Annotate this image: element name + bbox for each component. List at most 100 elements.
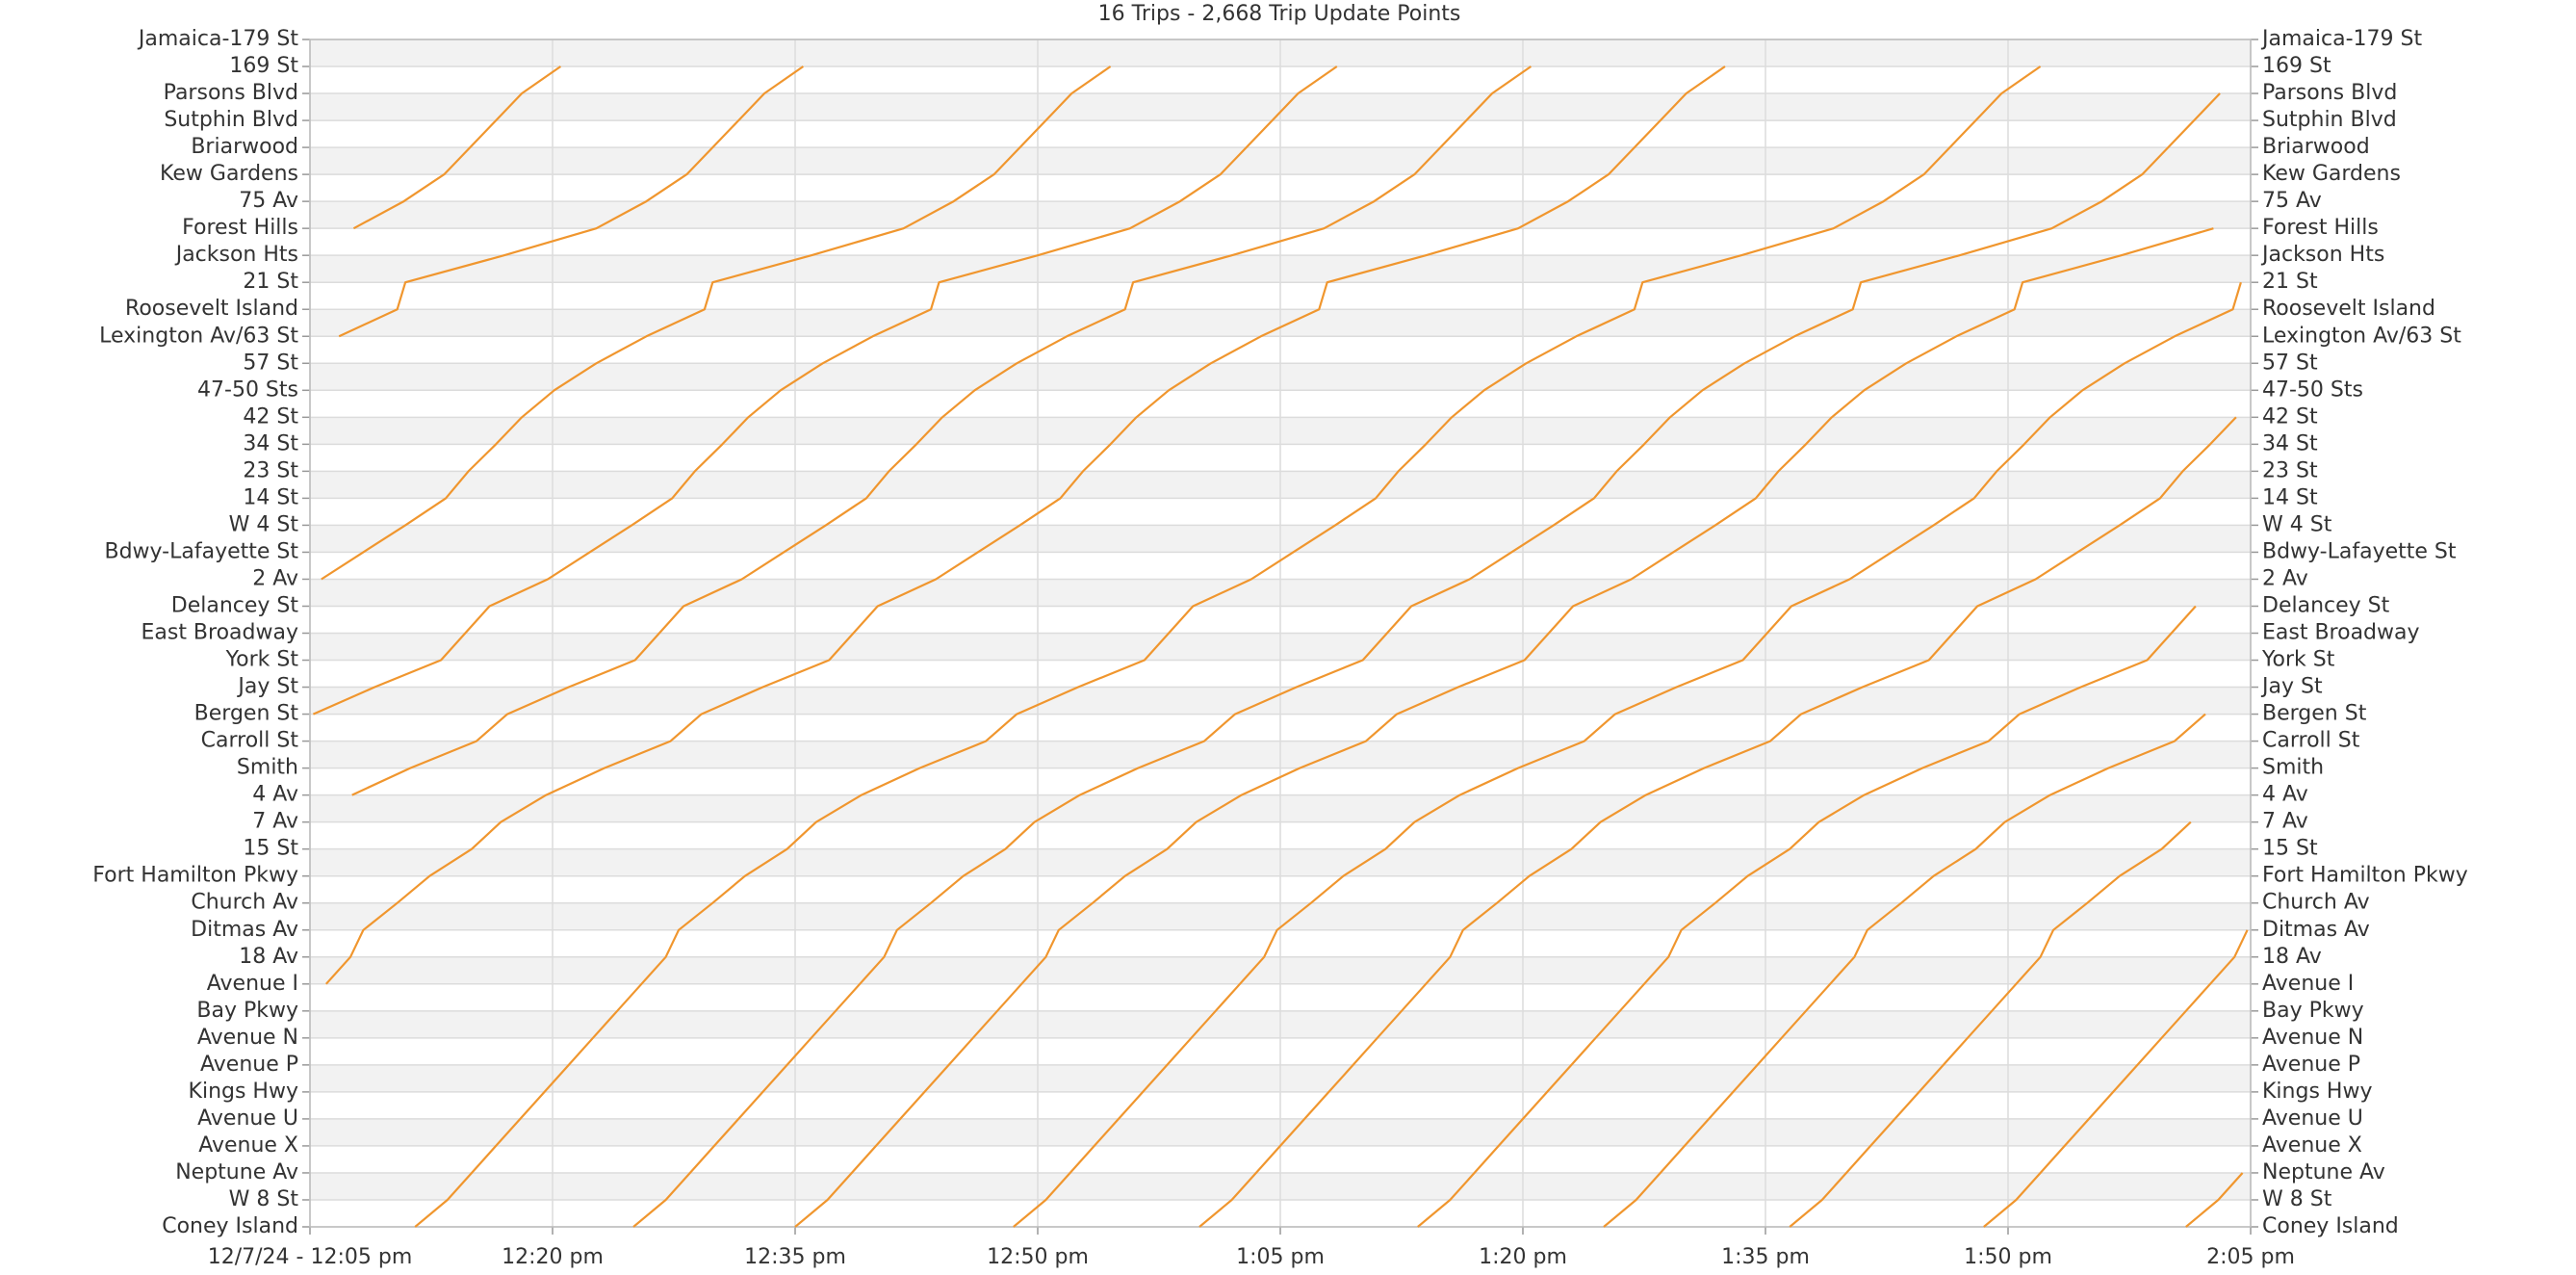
y2-tick-label: Neptune Av	[2262, 1160, 2385, 1184]
trip-line	[1013, 281, 2242, 1228]
plot-frame	[309, 39, 2252, 1228]
y2-tick-label: Avenue X	[2262, 1133, 2362, 1158]
y2-tick-label: Bay Pkwy	[2262, 999, 2364, 1023]
y-tick-label: 34 St	[243, 431, 298, 455]
trip-line	[324, 65, 1726, 985]
y2-tick-label: Briarwood	[2262, 135, 2370, 159]
x-tick-label: 12/7/24 - 12:05 pm	[208, 1245, 413, 1269]
trip-line	[1603, 713, 2206, 1228]
x-tick-label: 1:05 pm	[1236, 1245, 1325, 1269]
y-tick-label: 14 St	[243, 485, 298, 509]
y-tick-label: Bdwy-Lafayette St	[104, 539, 298, 563]
y2-tick-label: 18 Av	[2262, 945, 2322, 969]
y2-tick-label: Lexington Av/63 St	[2262, 324, 2461, 348]
y-tick-label: 23 St	[243, 458, 298, 482]
y2-tick-label: 21 St	[2262, 270, 2318, 294]
y-tick-label: Delancey St	[171, 593, 299, 617]
trip-line	[1789, 820, 2192, 1228]
y2-tick-label: Smith	[2262, 756, 2324, 780]
x-tick-label: 1:35 pm	[1721, 1245, 1810, 1269]
y-tick-label: Avenue P	[200, 1053, 298, 1077]
trip-line	[352, 65, 562, 230]
y2-tick-label: 15 St	[2262, 837, 2318, 861]
y-tick-label: 47-50 Sts	[197, 377, 298, 402]
y-tick-label: Ditmas Av	[191, 918, 298, 942]
y-tick-label: Coney Island	[162, 1214, 298, 1238]
y2-tick-label: 14 St	[2262, 485, 2318, 509]
y2-tick-label: 23 St	[2262, 458, 2318, 482]
trip-line	[1983, 929, 2249, 1228]
y2-tick-label: Jay St	[2260, 675, 2323, 699]
y2-tick-label: Bergen St	[2262, 702, 2367, 726]
y-tick-label: Lexington Av/63 St	[99, 324, 298, 348]
trip-line	[1417, 605, 2197, 1228]
y-tick-label: Avenue U	[197, 1106, 298, 1131]
y2-tick-label: Ditmas Av	[2262, 918, 2370, 942]
y-tick-label: Jay St	[236, 675, 298, 699]
y-tick-label: Avenue N	[197, 1026, 298, 1050]
y2-tick-label: Kew Gardens	[2262, 162, 2401, 186]
y-tick-label: Bay Pkwy	[196, 999, 298, 1023]
y-tick-label: Sutphin Blvd	[164, 108, 298, 132]
y2-tick-label: Avenue U	[2262, 1106, 2363, 1131]
y2-tick-label: Roosevelt Island	[2262, 297, 2435, 321]
y-tick-label: 42 St	[243, 404, 298, 429]
y2-tick-label: Avenue P	[2262, 1053, 2360, 1077]
y-tick-label: Church Av	[191, 891, 298, 915]
y-tick-label: Carroll St	[201, 729, 299, 753]
y-tick-label: W 8 St	[229, 1187, 299, 1211]
y-tick-label: Parsons Blvd	[164, 81, 298, 105]
y-tick-label: Avenue X	[198, 1133, 298, 1158]
y2-tick-label: Avenue N	[2262, 1026, 2363, 1050]
y2-tick-label: Jackson Hts	[2260, 243, 2384, 267]
y2-tick-label: 57 St	[2262, 351, 2318, 375]
y-tick-label: Briarwood	[191, 135, 298, 159]
trip-line	[312, 65, 1338, 716]
trip-line	[1198, 416, 2237, 1228]
trip-line	[321, 65, 1112, 581]
y2-tick-label: 4 Av	[2262, 783, 2308, 807]
y2-tick-label: 7 Av	[2262, 810, 2308, 834]
y-tick-label: Jamaica-179 St	[137, 27, 298, 51]
y-tick-label: 169 St	[229, 54, 298, 78]
y2-tick-label: Parsons Blvd	[2262, 81, 2397, 105]
y-tick-label: Kew Gardens	[160, 162, 298, 186]
trip-line	[632, 92, 2221, 1228]
trip-line	[414, 65, 2042, 1228]
x-tick-label: 2:05 pm	[2206, 1245, 2295, 1269]
y-tick-label: 4 Av	[252, 783, 298, 807]
y2-tick-label: Delancey St	[2262, 593, 2390, 617]
y2-tick-label: East Broadway	[2262, 621, 2420, 645]
y-tick-label: Bergen St	[194, 702, 299, 726]
x-tick-label: 1:20 pm	[1479, 1245, 1567, 1269]
y2-tick-label: 75 Av	[2262, 189, 2322, 213]
y2-tick-label: 34 St	[2262, 431, 2318, 455]
y-tick-label: Kings Hwy	[189, 1080, 298, 1104]
x-tick-label: 12:35 pm	[744, 1245, 846, 1269]
y-tick-label: Jackson Hts	[174, 243, 298, 267]
y2-tick-label: Carroll St	[2262, 729, 2360, 753]
y-tick-label: Fort Hamilton Pkwy	[92, 864, 298, 888]
y-tick-label: Avenue I	[207, 972, 298, 996]
chart-title: 16 Trips - 2,668 Trip Update Points	[1098, 2, 1461, 26]
y-tick-label: 57 St	[243, 351, 298, 375]
trip-line	[794, 227, 2214, 1228]
y2-tick-label: York St	[2261, 648, 2335, 672]
y2-tick-label: W 4 St	[2262, 512, 2332, 536]
y2-tick-label: 47-50 Sts	[2262, 377, 2363, 402]
y-tick-label: Smith	[237, 756, 298, 780]
trip-line	[351, 65, 1533, 796]
y-tick-label: W 4 St	[229, 512, 299, 536]
y-tick-label: 7 Av	[252, 810, 298, 834]
y2-tick-label: Kings Hwy	[2262, 1080, 2372, 1104]
trip-line	[2185, 1172, 2244, 1228]
y2-tick-label: Bdwy-Lafayette St	[2262, 539, 2457, 563]
y2-tick-label: 2 Av	[2262, 566, 2308, 590]
x-tick-label: 12:50 pm	[987, 1245, 1089, 1269]
y2-tick-label: Fort Hamilton Pkwy	[2262, 864, 2468, 888]
y-tick-label: 2 Av	[252, 566, 298, 590]
y-tick-label: Roosevelt Island	[125, 297, 298, 321]
y2-tick-label: Church Av	[2262, 891, 2370, 915]
y2-tick-label: Coney Island	[2262, 1214, 2399, 1238]
